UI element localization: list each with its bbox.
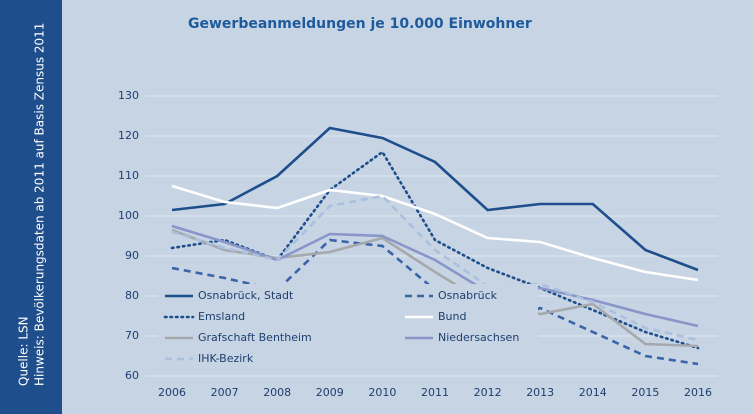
legend-label: Osnabrück, Stadt: [198, 289, 294, 302]
sidebar-text: Quelle: LSN Hinweis: Bevölkerungsdaten a…: [17, 23, 47, 386]
series-line: [171, 126, 699, 272]
x-tick-label: 2016: [684, 386, 712, 399]
series-line: [171, 224, 699, 328]
legend-background: [158, 284, 538, 370]
y-tick-label: 100: [118, 209, 139, 222]
y-tick-label: 130: [118, 89, 139, 102]
legend-label: Osnabrück: [438, 289, 498, 302]
y-tick-label: 70: [125, 329, 139, 342]
legend-label: Bund: [438, 310, 466, 323]
series-line: [171, 184, 699, 282]
y-tick-label: 90: [125, 249, 139, 262]
y-tick-label: 60: [125, 369, 139, 382]
sidebar: [0, 0, 62, 414]
y-tick-label: 80: [125, 289, 139, 302]
x-tick-label: 2007: [211, 386, 239, 399]
x-tick-label: 2006: [158, 386, 186, 399]
x-tick-label: 2014: [579, 386, 607, 399]
legend-label: Emsland: [198, 310, 245, 323]
x-tick-label: 2012: [474, 386, 502, 399]
chart-title: Gewerbeanmeldungen je 10.000 Einwohner: [188, 16, 532, 32]
x-tick-label: 2011: [421, 386, 449, 399]
y-tick-label: 110: [118, 169, 139, 182]
x-tick-label: 2008: [263, 386, 291, 399]
legend-label: Niedersachsen: [438, 331, 519, 344]
x-tick-label: 2015: [631, 386, 659, 399]
legend-label: Grafschaft Bentheim: [198, 331, 312, 344]
note: Hinweis: Bevölkerungsdaten ab 2011 auf B…: [33, 23, 47, 386]
legend-label: IHK-Bezirk: [198, 352, 254, 365]
x-tick-label: 2010: [368, 386, 396, 399]
x-tick-label: 2013: [526, 386, 554, 399]
source: Quelle: LSN: [17, 316, 31, 386]
x-tick-label: 2009: [316, 386, 344, 399]
y-tick-label: 120: [118, 129, 139, 142]
series-line: [171, 194, 699, 342]
